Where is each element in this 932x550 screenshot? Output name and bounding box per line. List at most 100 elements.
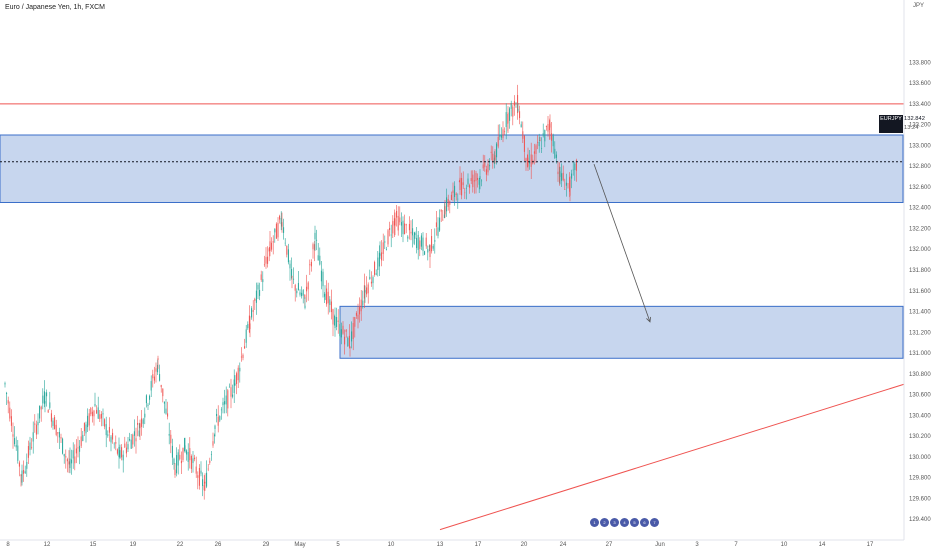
candle-up [49, 402, 51, 408]
candle-down [108, 427, 110, 433]
candle-down [425, 237, 427, 247]
candle-down [533, 151, 535, 154]
price-tick-label: 129.800 [909, 476, 931, 482]
candle-down [269, 241, 271, 252]
candle-down [99, 414, 101, 420]
candle-up [428, 245, 430, 247]
event-marker[interactable]: 7 [650, 518, 659, 527]
candle-down [549, 123, 551, 128]
candle-up [138, 430, 140, 437]
candle-down [349, 346, 351, 349]
candle-down [10, 416, 12, 426]
event-marker[interactable]: 6 [640, 518, 649, 527]
candle-down [348, 335, 350, 347]
price-tick-label: 133.000 [909, 143, 931, 149]
candle-down [545, 126, 547, 127]
candle-up [200, 470, 202, 474]
candle-down [502, 129, 504, 138]
price-tick-label: 131.400 [909, 310, 931, 316]
price-tick-label: 132.400 [909, 206, 931, 212]
candle-down [359, 307, 361, 315]
candle-up [225, 395, 227, 405]
candle-up [184, 445, 186, 452]
candle-down [96, 410, 98, 414]
candle-up [257, 284, 259, 290]
event-marker[interactable]: 5 [630, 518, 639, 527]
candle-down [455, 193, 457, 196]
candle-up [177, 452, 179, 466]
candle-up [228, 386, 230, 388]
candle-down [31, 447, 33, 449]
price-tick-label: 131.800 [909, 268, 931, 274]
candle-up [402, 220, 404, 235]
candle-down [112, 432, 114, 440]
candle-down [18, 462, 20, 467]
candle-up [510, 103, 512, 109]
candle-down [345, 329, 347, 332]
candle-up [565, 182, 567, 186]
candle-up [4, 383, 6, 385]
candle-up [62, 438, 64, 454]
candle-down [195, 466, 197, 474]
candle-down [88, 413, 90, 426]
candle-down [242, 354, 244, 359]
candle-up [159, 374, 161, 381]
candle-down [236, 373, 238, 384]
candle-up [517, 109, 519, 111]
candle-down [217, 416, 219, 426]
candle-down [397, 215, 399, 231]
event-marker[interactable]: 4 [620, 518, 629, 527]
candle-up [105, 424, 107, 436]
candle-up [21, 470, 23, 483]
arrow-head [646, 316, 651, 323]
candle-down [203, 485, 205, 491]
price-tick-label: 132.800 [909, 164, 931, 170]
candle-down [392, 221, 394, 234]
time-tick-label: Jun [655, 542, 665, 548]
candle-up [262, 279, 264, 283]
candle-up [362, 300, 364, 306]
candle-up [171, 445, 173, 458]
projection-arrow [593, 163, 651, 323]
candle-up [347, 337, 349, 347]
event-marker[interactable]: 2 [600, 518, 609, 527]
candle-down [512, 106, 514, 117]
price-tick-label: 130.200 [909, 434, 931, 440]
candle-down [180, 460, 182, 464]
candle-down [23, 469, 25, 474]
time-axis[interactable]: 8 12 15 19 22 26 29 May 5 10 13 17 20 24 27 Jun 3 7 10 14 17 [6, 542, 874, 548]
candle-up [329, 299, 331, 306]
candle-up [119, 450, 121, 458]
event-marker[interactable]: 1 [590, 518, 599, 527]
time-tick-label: 14 [819, 542, 826, 548]
candle-down [65, 456, 67, 458]
candle-down [170, 434, 172, 444]
price-axis[interactable]: 129.400 129.600 129.800 130.000 130.200 130.4… [909, 60, 931, 523]
candle-down [440, 209, 442, 212]
candle-up [150, 381, 152, 391]
candle-up [15, 444, 17, 448]
candle-up [454, 185, 456, 198]
candle-up [214, 434, 216, 437]
candle-up [17, 445, 19, 461]
event-marker[interactable]: 3 [610, 518, 619, 527]
candle-down [464, 192, 466, 194]
time-tick-label: 12 [44, 542, 51, 548]
candle-up [369, 276, 371, 280]
candle-up [439, 217, 441, 231]
price-tick-label: 131.200 [909, 330, 931, 336]
candle-down [459, 177, 461, 191]
candle-up [422, 237, 424, 251]
candle-down [447, 198, 449, 207]
candle-down [9, 407, 11, 419]
candle-up [384, 241, 386, 243]
candle-down [162, 388, 164, 397]
candle-down [537, 141, 539, 143]
candle-down [265, 257, 267, 264]
candle-down [7, 400, 9, 404]
candle-down [252, 310, 254, 312]
candle-up [505, 112, 507, 127]
candle-up [234, 383, 236, 385]
